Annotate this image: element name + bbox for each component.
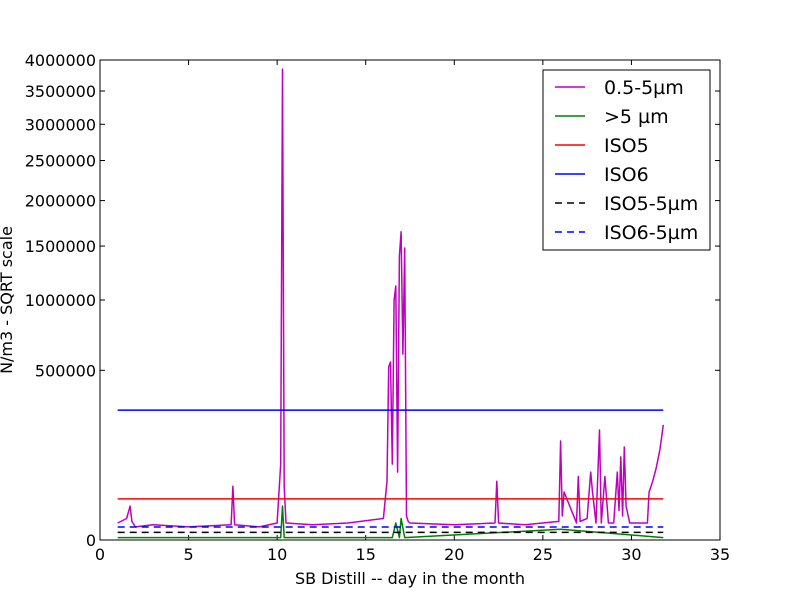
legend-label: ISO6-5µm [604,222,698,244]
legend-label: ISO5 [604,135,649,157]
y-axis-label: N/m3 - SQRT scale [0,226,16,374]
x-tick-label: 10 [267,545,287,564]
legend-label: ISO6 [604,164,649,186]
x-axis-label: SB Distill -- day in the month [295,569,525,588]
x-tick-label: 15 [356,545,376,564]
x-tick-label: 0 [95,545,105,564]
legend-label: >5 µm [604,106,669,128]
y-tick-label: 3500000 [25,82,96,101]
y-tick-label: 4000000 [25,51,96,70]
y-tick-label: 3000000 [25,115,96,134]
y-axis-ticks: 0 500000 1000000 1500000 2000000 2500000 30000… [25,51,720,550]
x-tick-label: 25 [533,545,553,564]
x-axis-ticks: 0 5 10 15 20 25 30 35 [95,60,730,564]
x-tick-label: 35 [710,545,730,564]
y-tick-label: 0 [86,531,96,550]
y-tick-label: 500000 [35,361,96,380]
x-tick-label: 20 [444,545,464,564]
x-tick-label: 5 [183,545,193,564]
legend-box [542,69,711,251]
y-tick-label: 2000000 [25,192,96,211]
y-tick-label: 1500000 [25,237,96,256]
series-layer [117,68,665,539]
legend: 0.5-5µm >5 µm ISO5 ISO6 ISO5-5µm ISO6-5µm [542,69,711,251]
y-tick-label: 1000000 [25,291,96,310]
legend-label: 0.5-5µm [604,77,684,99]
y-tick-label: 2500000 [25,152,96,171]
plot-frame [99,59,721,541]
series-line-1 [117,505,664,539]
legend-label: ISO5-5µm [604,193,698,215]
x-tick-label: 30 [621,545,641,564]
series-line-0 [117,68,665,528]
